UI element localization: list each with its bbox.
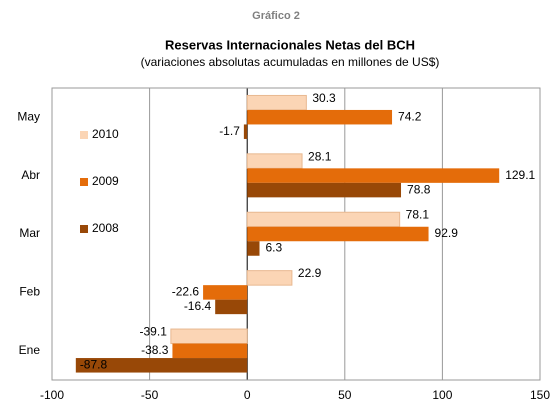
data-label: -16.4: [184, 299, 212, 313]
y-tick-label: Ene: [19, 343, 41, 357]
legend-swatch: [80, 131, 88, 139]
bar: [172, 343, 248, 359]
x-tick-label: -50: [141, 388, 159, 402]
y-tick-label: Mar: [19, 226, 40, 240]
x-tick-label: 100: [432, 388, 452, 402]
x-tick-label: 50: [338, 388, 352, 402]
data-label: -87.8: [80, 357, 108, 371]
chart-header: Gráfico 2: [252, 10, 300, 22]
bar: [203, 285, 248, 300]
bar: [246, 211, 401, 228]
legend-swatch: [80, 225, 88, 233]
chart-subtitle: (variaciones absolutas acumuladas en mil…: [141, 55, 440, 69]
x-tick-label: 0: [244, 388, 251, 402]
bar: [247, 241, 260, 256]
chart-title: Reservas Internacionales Netas del BCH: [165, 37, 415, 52]
data-label: -39.1: [140, 324, 168, 338]
bar: [170, 328, 248, 345]
data-label: 22.9: [298, 266, 322, 280]
bar: [75, 358, 248, 373]
data-label: 78.1: [406, 208, 430, 222]
data-label: -22.6: [172, 285, 200, 299]
bar: [246, 153, 303, 169]
y-tick-label: May: [17, 109, 40, 123]
y-tick-label: Abr: [21, 168, 40, 182]
bar: [215, 299, 248, 315]
y-tick-label: Feb: [19, 285, 40, 299]
plot-border: [51, 87, 541, 381]
x-tick-label: 150: [530, 388, 550, 402]
bar: [246, 94, 307, 111]
data-label: -38.3: [141, 343, 169, 357]
legend-label: 2008: [92, 221, 119, 235]
bar: [243, 124, 248, 139]
data-label: 28.1: [308, 149, 332, 163]
bar: [247, 109, 393, 125]
bar: [247, 226, 429, 242]
data-label: 74.2: [398, 109, 422, 123]
legend-label: 2009: [92, 174, 119, 188]
bar: [246, 270, 293, 286]
data-label: -1.7: [219, 124, 240, 138]
data-label: 92.9: [435, 226, 459, 240]
legend-swatch: [80, 178, 88, 186]
data-label: 129.1: [505, 168, 535, 182]
legend-label: 2010: [92, 127, 119, 141]
bar: [247, 168, 500, 183]
data-label: 6.3: [265, 241, 282, 255]
data-label: 78.8: [407, 182, 431, 196]
bar: [247, 182, 402, 198]
data-label: 30.3: [312, 91, 336, 105]
x-tick-label: -100: [40, 388, 64, 402]
